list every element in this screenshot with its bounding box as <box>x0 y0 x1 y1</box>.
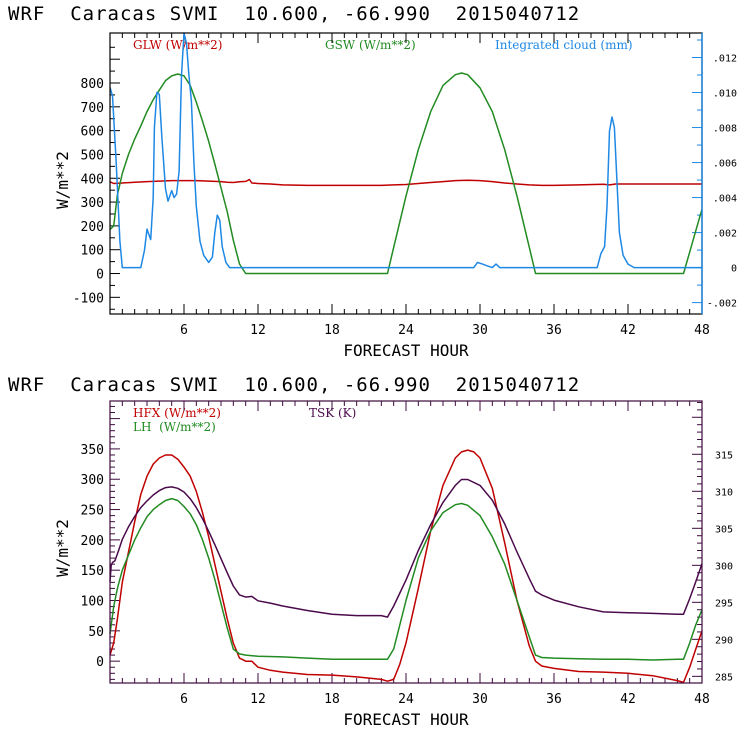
y-tick-label: 800 <box>81 77 104 92</box>
x-tick-label: 42 <box>620 323 636 338</box>
y-tick-label: 150 <box>81 564 104 579</box>
x-tick-label: 30 <box>472 692 488 707</box>
tick-marks <box>110 33 703 314</box>
legend-glw: GLW (W/m**2) <box>133 38 222 52</box>
y-tick-label: 400 <box>81 172 104 187</box>
x-tick-label: 18 <box>324 692 340 707</box>
legend-tsk: TSK (K) <box>309 406 356 420</box>
radiation-chart: WRF Caracas SVMI 10.600, -66.990 2015040… <box>8 3 737 360</box>
y2-tick-label: 285 <box>715 672 733 683</box>
x-tick-labels: 6 12 18 24 30 36 42 48 <box>180 323 710 338</box>
y-tick-label: 0 <box>96 655 104 670</box>
series-line-lh <box>109 497 703 661</box>
x-axis-label: FORECAST HOUR <box>343 710 469 729</box>
series-line-hfx <box>109 449 703 684</box>
y2-tick-label: .002 <box>713 229 737 240</box>
legend-integrated-cloud: Integrated cloud (mm) <box>495 38 633 52</box>
y-axis-label: W/m**2 <box>53 151 72 209</box>
y-tick-label: 0 <box>96 268 104 283</box>
y2-tick-label: 310 <box>715 487 733 498</box>
y-tick-label: 200 <box>81 534 104 549</box>
y-tick-label: 250 <box>81 504 104 519</box>
y-tick-label: 200 <box>81 220 104 235</box>
x-tick-label: 30 <box>472 323 488 338</box>
series-line-glw <box>109 178 702 187</box>
x-tick-label: 24 <box>398 692 414 707</box>
series-line-integrated <box>109 32 702 269</box>
y-tick-labels: -100 0 100 200 300 400 500 600 700 800 <box>73 77 104 306</box>
y2-tick-label: 290 <box>715 635 733 646</box>
y2-tick-label: .008 <box>713 124 737 135</box>
y-tick-label: 300 <box>81 473 104 488</box>
x-tick-label: 42 <box>620 692 636 707</box>
legend-lh: LH (W/m**2) <box>133 420 216 434</box>
y-tick-label: -100 <box>73 291 104 306</box>
chart-title: WRF Caracas SVMI 10.600, -66.990 2015040… <box>8 3 580 25</box>
y-axis-label: W/m**2 <box>53 519 72 577</box>
y2-tick-label: 0 <box>731 264 737 275</box>
y2-tick-label: 295 <box>715 598 733 609</box>
x-tick-labels: 6 12 18 24 30 36 42 48 <box>180 692 710 707</box>
y2-tick-label: .012 <box>713 54 737 65</box>
x-tick-label: 36 <box>546 323 562 338</box>
x-tick-label: 12 <box>250 692 266 707</box>
series-line-tsk <box>109 478 703 618</box>
y2-tick-label: 315 <box>715 450 733 461</box>
y-tick-label: 500 <box>81 148 104 163</box>
y2-tick-label: -.002 <box>707 299 737 310</box>
plot-frame <box>109 400 703 684</box>
y-tick-label: 300 <box>81 196 104 211</box>
x-tick-label: 36 <box>546 692 562 707</box>
surface-flux-chart: WRF Caracas SVMI 10.600, -66.990 2015040… <box>8 374 733 729</box>
y2-tick-label: 300 <box>715 561 733 572</box>
legend-hfx: HFX (W/m**2) <box>133 406 221 420</box>
y-tick-labels: 0 50 100 150 200 250 300 350 <box>81 443 104 670</box>
series-line-gsw <box>109 72 703 275</box>
y-tick-label: 100 <box>81 244 104 259</box>
y2-tick-labels: 285 290 295 300 305 310 315 <box>715 450 733 683</box>
y2-tick-label: .010 <box>713 89 737 100</box>
x-tick-label: 48 <box>694 323 710 338</box>
y-tick-label: 600 <box>81 125 104 140</box>
chart-title: WRF Caracas SVMI 10.600, -66.990 2015040… <box>8 374 580 396</box>
y2-tick-label: 305 <box>715 524 733 535</box>
x-tick-label: 18 <box>324 323 340 338</box>
x-tick-label: 6 <box>180 692 188 707</box>
series-lines <box>109 449 703 684</box>
x-tick-label: 6 <box>180 323 188 338</box>
tick-marks <box>110 401 703 683</box>
y-tick-label: 100 <box>81 595 104 610</box>
y2-tick-label: .004 <box>713 194 737 205</box>
y2-tick-label: .006 <box>713 159 737 170</box>
y-tick-label: 700 <box>81 101 104 116</box>
y-tick-label: 50 <box>88 625 104 640</box>
x-tick-label: 48 <box>694 692 710 707</box>
y-tick-label: 350 <box>81 443 104 458</box>
x-axis-label: FORECAST HOUR <box>343 341 469 360</box>
x-tick-label: 12 <box>250 323 266 338</box>
x-tick-label: 24 <box>398 323 414 338</box>
series-lines <box>109 32 703 275</box>
legend-gsw: GSW (W/m**2) <box>325 38 416 52</box>
y2-tick-labels: -.002 0 .002 .004 .006 .008 .010 .012 <box>707 54 737 310</box>
plot-frame <box>109 32 703 315</box>
